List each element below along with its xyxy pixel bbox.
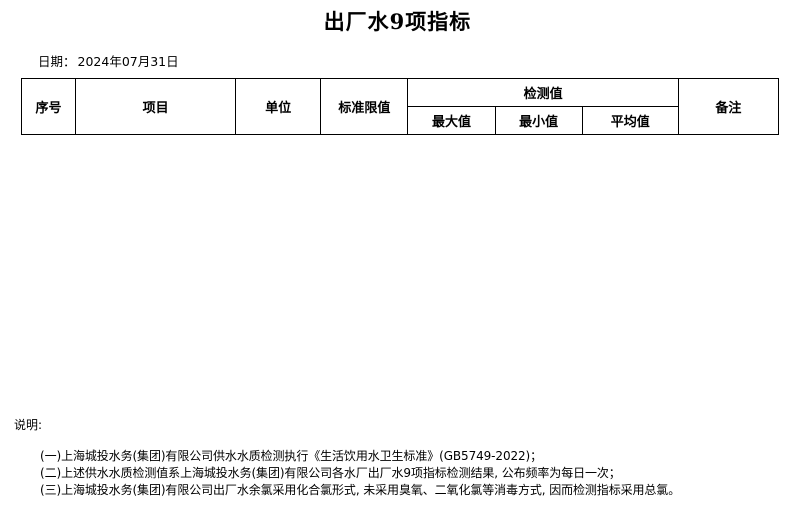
water-quality-table: 序号 项目 单位 标准限值 检测值 备注 最大值 最小值 平均值 (20, 78, 780, 135)
note-line-3: (三)上海城投水务(集团)有限公司出厂水余氯采用化合氯形式, 未采用臭氧、二氧化… (40, 483, 681, 497)
note-line-2: (二)上述供水水质检测值系上海城投水务(集团)有限公司各水厂出厂水9项指标检测结… (40, 466, 621, 480)
column-header-measured-group: 检测值 (407, 78, 679, 107)
table-header: 序号 项目 单位 标准限值 检测值 备注 最大值 最小值 平均值 (20, 78, 780, 135)
column-header-avg: 平均值 (581, 106, 679, 135)
column-header-max: 最大值 (407, 106, 496, 135)
column-header-no: 序号 (20, 78, 77, 135)
table-header-row-2: 最大值 最小值 平均值 (22, 106, 779, 135)
column-header-unit: 单位 (235, 78, 322, 135)
table-header-row-1: 序号 项目 单位 标准限值 检测值 备注 (20, 78, 780, 135)
notes-section: 说明: (一)上海城投水务(集团)有限公司供水水质检测执行《生活饮用水卫生标准》… (14, 417, 784, 499)
page-title: 出厂水9项指标 (323, 9, 472, 34)
date-value: 2024年07月31日 (77, 54, 179, 69)
column-header-note: 备注 (677, 78, 780, 135)
report-date: 日期： 2024年07月31日 (38, 51, 179, 70)
column-header-limit: 标准限值 (320, 78, 409, 135)
column-header-item: 项目 (75, 78, 237, 135)
water-quality-table-container: 序号 项目 单位 标准限值 检测值 备注 最大值 最小值 平均值 (20, 78, 780, 135)
date-label: 日期： (38, 54, 76, 69)
column-header-min: 最小值 (494, 106, 583, 135)
notes-heading: 说明: (14, 418, 43, 432)
note-line-1: (一)上海城投水务(集团)有限公司供水水质检测执行《生活饮用水卫生标准》(GB5… (40, 449, 543, 463)
